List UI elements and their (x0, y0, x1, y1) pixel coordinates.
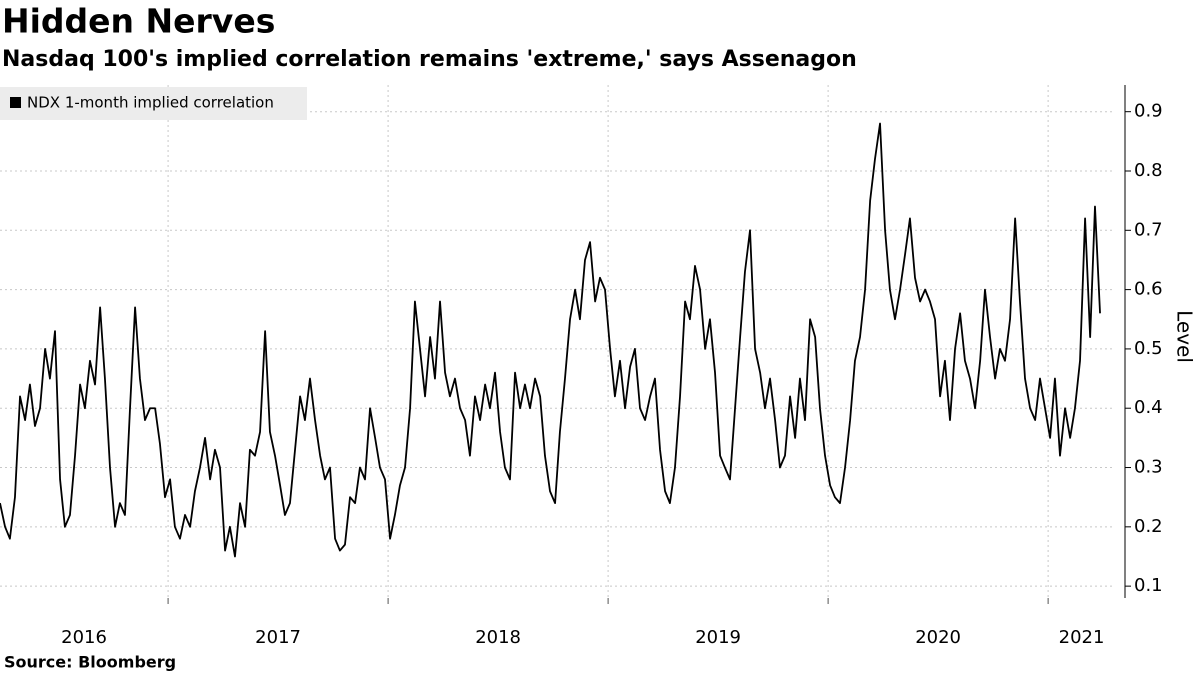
y-axis-label: Level (1173, 310, 1197, 363)
source-note: Source: Bloomberg (4, 653, 176, 672)
x-tick-label: 2019 (695, 627, 741, 648)
y-tick-label: 0.1 (1134, 575, 1163, 596)
x-tick-label: 2016 (61, 627, 107, 648)
y-tick-label: 0.9 (1134, 101, 1163, 122)
x-tick-label: 2017 (255, 627, 301, 648)
y-tick-label: 0.4 (1134, 397, 1163, 418)
x-tick-label: 2020 (915, 627, 961, 648)
legend-box (0, 87, 307, 120)
legend-label: NDX 1-month implied correlation (27, 94, 274, 112)
chart-subtitle: Nasdaq 100's implied correlation remains… (2, 47, 857, 72)
y-tick-label: 0.5 (1134, 338, 1163, 359)
y-tick-label: 0.8 (1134, 160, 1163, 181)
x-tick-label: 2021 (1059, 627, 1105, 648)
x-tick-label: 2018 (475, 627, 521, 648)
legend-swatch (10, 97, 21, 108)
y-tick-label: 0.7 (1134, 219, 1163, 240)
y-tick-label: 0.6 (1134, 279, 1163, 300)
data-line (0, 122, 1101, 558)
chart-title: Hidden Nerves (2, 2, 275, 41)
y-tick-label: 0.2 (1134, 516, 1163, 537)
y-tick-label: 0.3 (1134, 457, 1163, 478)
